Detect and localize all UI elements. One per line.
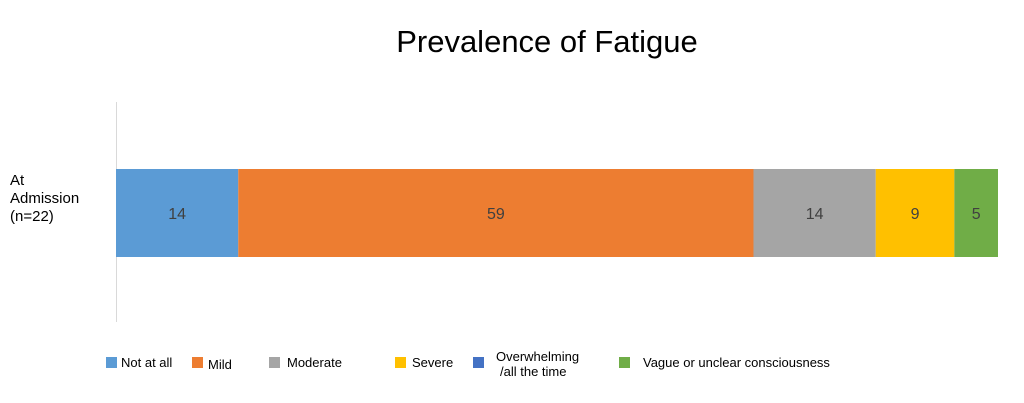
bar-segment-6 — [954, 169, 998, 257]
bar-segment-1 — [116, 169, 239, 257]
category-label-line: At — [10, 172, 25, 189]
legend-label: Not at all — [121, 355, 173, 370]
chart-title: Prevalence of Fatigue — [396, 24, 698, 59]
legend-label: Mild — [208, 357, 232, 372]
category-label-line: Admission — [10, 190, 80, 207]
legend-swatch — [192, 357, 203, 368]
data-label: 14 — [168, 206, 186, 223]
category-label-line: (n=22) — [10, 208, 54, 225]
category-label: At Admission (n=22) — [10, 172, 79, 226]
legend-swatch — [473, 357, 484, 368]
legend-swatch — [106, 357, 117, 368]
legend-label: Vague or unclear consciousness — [643, 355, 830, 370]
legend-swatch — [395, 357, 406, 368]
legend-swatch — [269, 357, 280, 368]
data-label: 59 — [487, 206, 505, 223]
bar-segment-4 — [875, 169, 955, 257]
data-label: 14 — [806, 206, 824, 223]
legend-label: Overwhelming/all the time — [496, 349, 580, 379]
bar-segment-2 — [238, 169, 754, 257]
bar-segment-3 — [753, 169, 876, 257]
legend-swatch — [619, 357, 630, 368]
legend-label: Moderate — [287, 355, 342, 370]
legend-label: Severe — [412, 355, 454, 370]
data-label: 9 — [911, 206, 920, 223]
data-label: 5 — [972, 206, 981, 223]
